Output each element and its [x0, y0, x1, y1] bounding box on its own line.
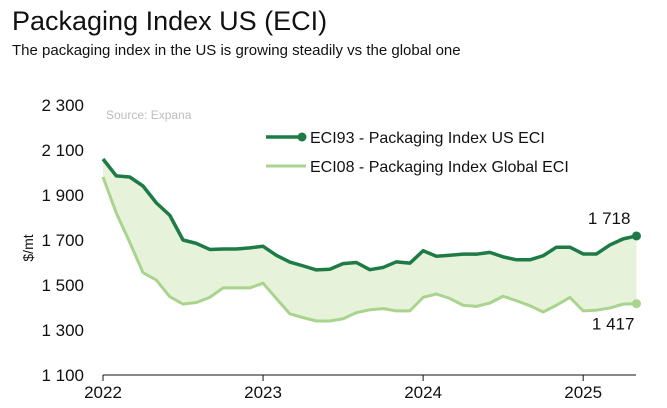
end-label-global: 1 417 [592, 315, 635, 334]
y-tick-label: 2 100 [41, 141, 84, 160]
y-tick-label: 1 900 [41, 186, 84, 205]
legend-label-us: ECI93 - Packaging Index US ECI [310, 130, 545, 147]
y-tick-label: 2 300 [41, 96, 84, 115]
chart-subtitle: The packaging index in the US is growing… [12, 42, 461, 59]
y-tick-label: 1 300 [41, 321, 84, 340]
source-note: Source: Expana [106, 108, 192, 122]
end-marker-us [631, 231, 641, 241]
y-tick-label: 1 100 [41, 366, 84, 385]
end-marker-global [631, 299, 641, 309]
y-axis-label: $/mt [20, 234, 36, 261]
area-between-series [103, 159, 637, 321]
series-line-global [101, 176, 637, 323]
x-tick-label: 2022 [84, 383, 122, 402]
end-label-us: 1 718 [588, 209, 631, 228]
x-tick-label: 2025 [564, 383, 602, 402]
y-tick-label: 1 500 [41, 276, 84, 295]
chart-title: Packaging Index US (ECI) [12, 6, 328, 36]
series-line-us [101, 157, 637, 272]
legend-marker-us [297, 132, 307, 142]
legend-label-global: ECI08 - Packaging Index Global ECI [310, 159, 569, 176]
x-tick-label: 2024 [404, 383, 442, 402]
y-tick-label: 1 700 [41, 231, 84, 250]
x-tick-label: 2023 [244, 383, 282, 402]
